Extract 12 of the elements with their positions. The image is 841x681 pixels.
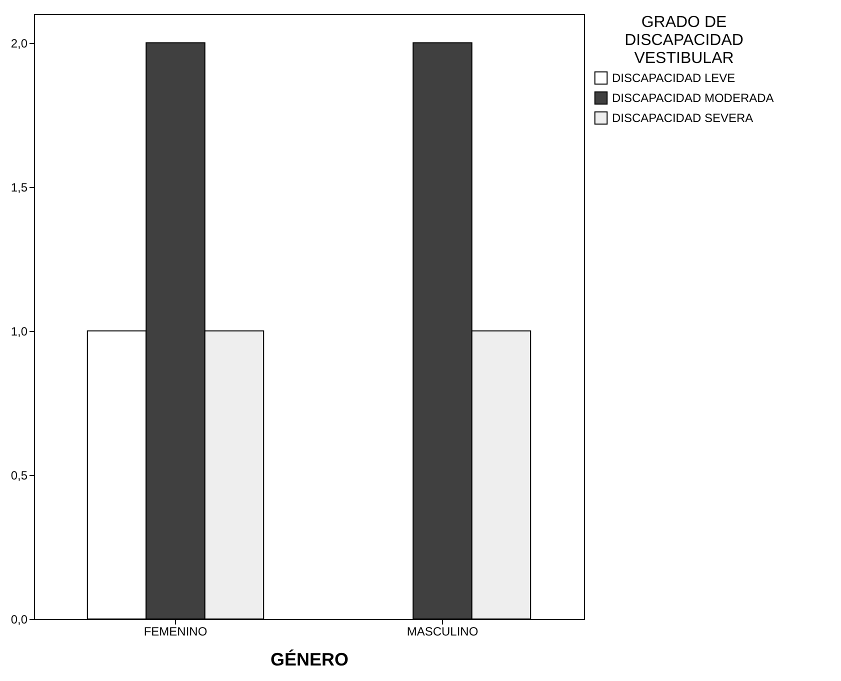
- y-tick-label: 2,0: [10, 36, 28, 50]
- x-tick-label: MASCULINO: [406, 624, 478, 638]
- y-tick-label: 0,5: [10, 468, 28, 482]
- x-axis-title: GÉNERO: [270, 650, 349, 670]
- y-tick-label: 1,0: [10, 324, 28, 338]
- x-tick-label: FEMENINO: [144, 624, 208, 638]
- y-tick-label: 0,0: [10, 612, 28, 626]
- legend-label: DISCAPACIDAD LEVE: [612, 71, 736, 85]
- legend-title: GRADO DE DISCAPACIDAD VESTIBULAR: [624, 14, 744, 67]
- y-tick-label: 1,5: [10, 180, 28, 194]
- legend-label: DISCAPACIDAD MODERADA: [612, 91, 774, 105]
- legend-label: DISCAPACIDAD SEVERA: [612, 111, 754, 125]
